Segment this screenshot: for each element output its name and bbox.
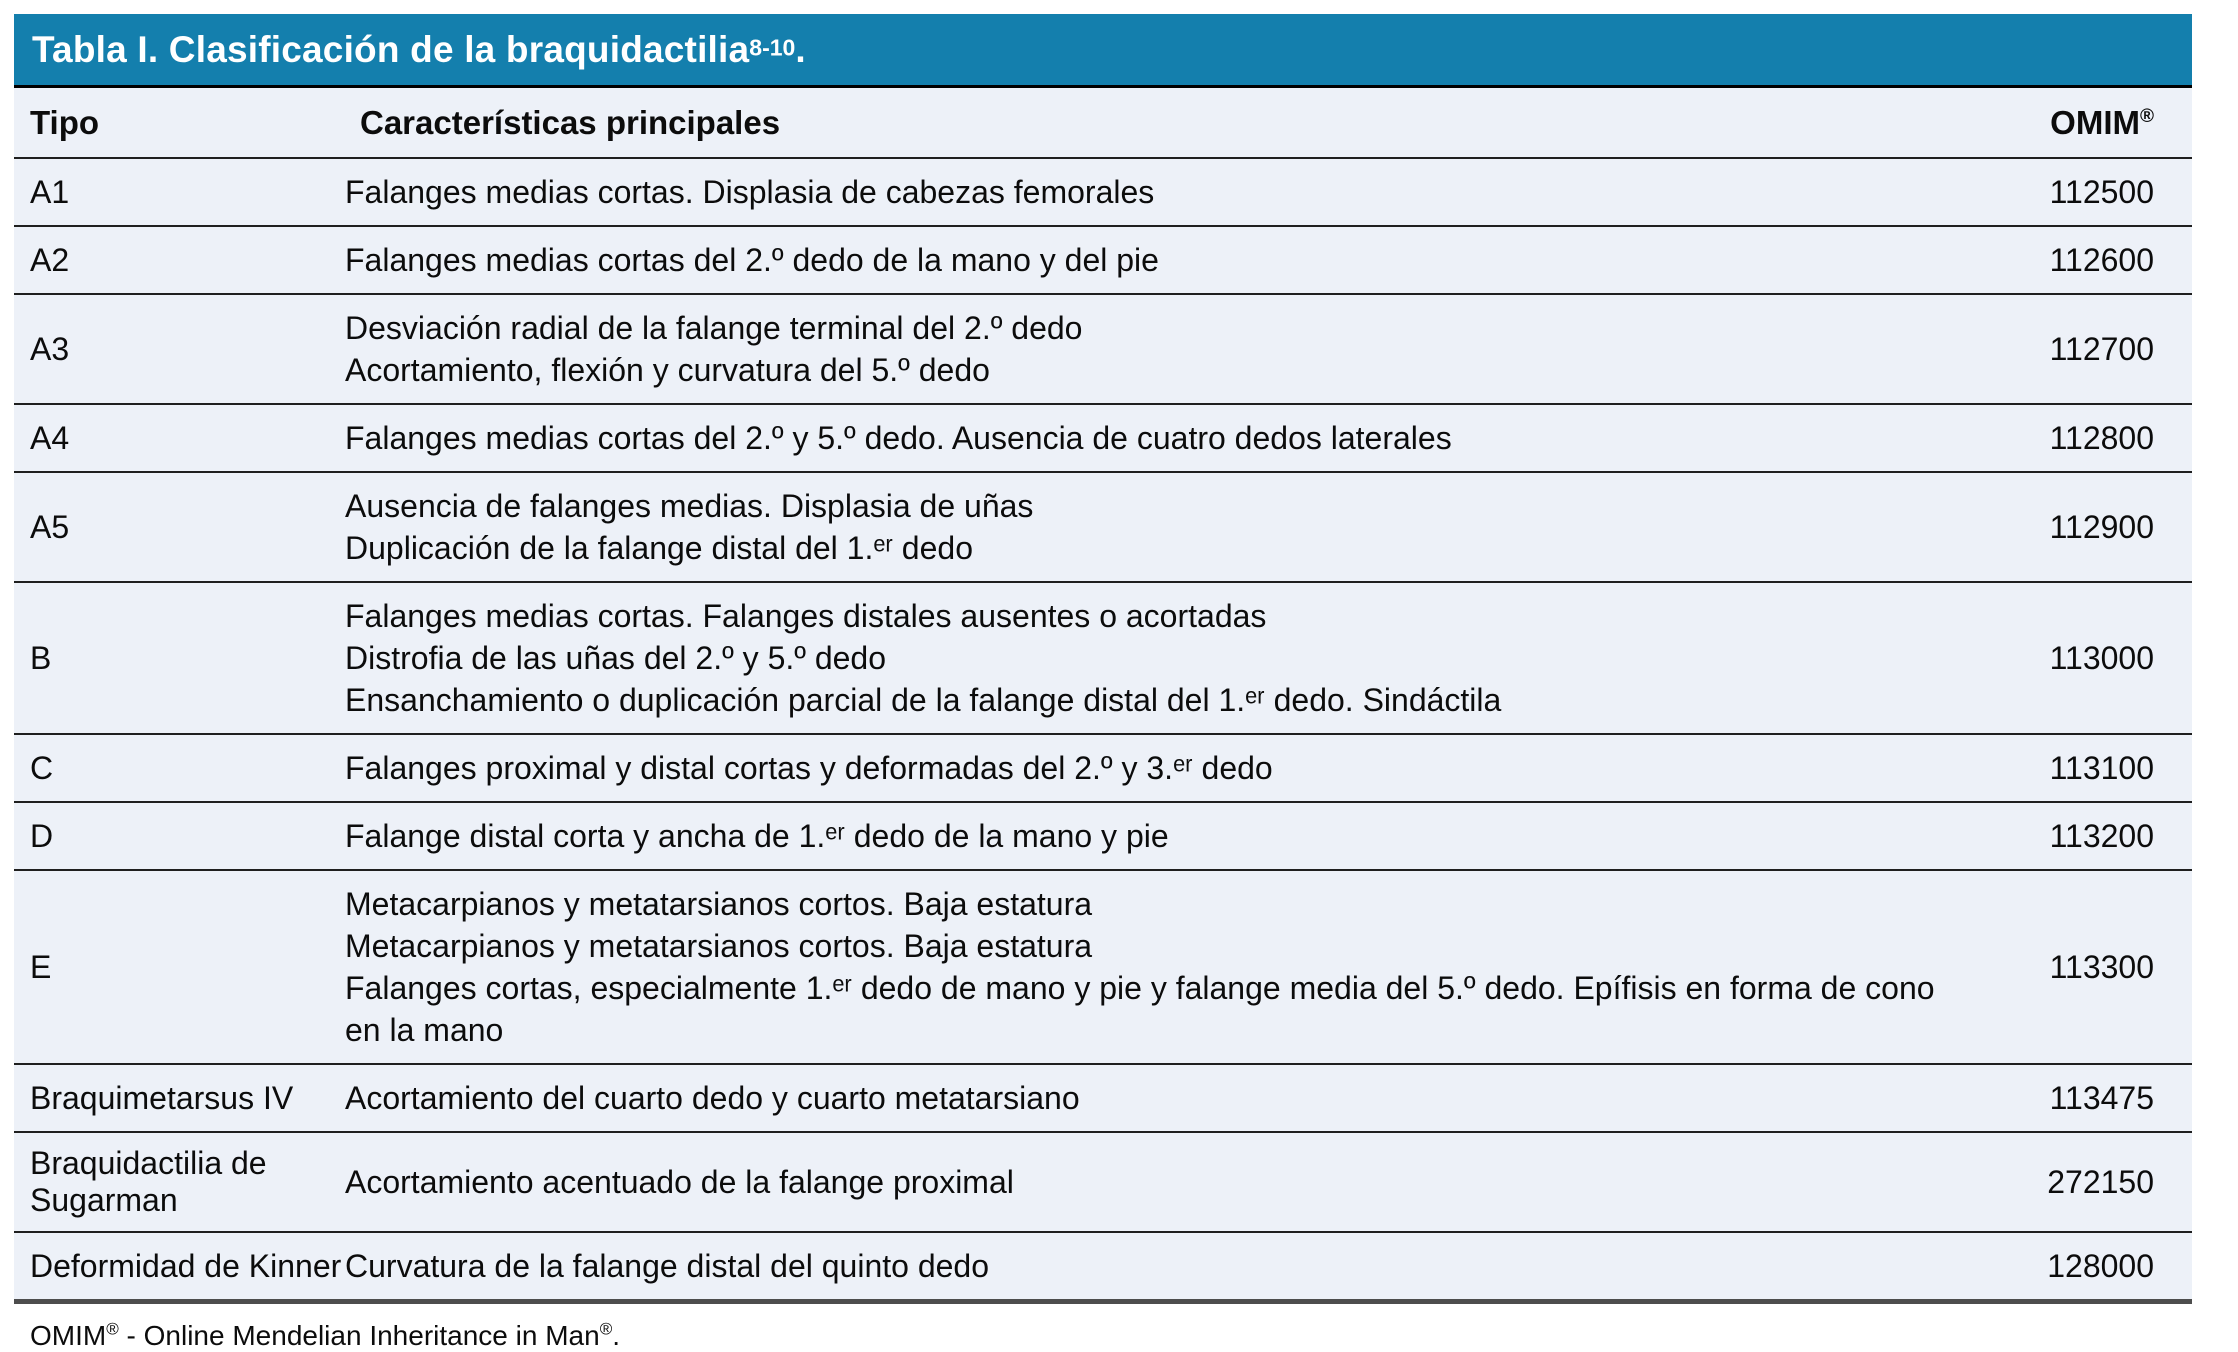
- footnote: OMIM® - Online Mendelian Inheritance in …: [14, 1304, 2192, 1352]
- cell-caracteristicas: Acortamiento del cuarto dedo y cuarto me…: [344, 1064, 1967, 1132]
- table-row: Braquidactilia de Sugarman Acortamiento …: [14, 1132, 2192, 1232]
- table-title-bar: Tabla I. Clasificación de la braquidacti…: [14, 14, 2192, 88]
- cell-omim: 128000: [1967, 1232, 2192, 1302]
- table-title-period: .: [795, 28, 806, 70]
- caracteristica-line: Falanges medias cortas. Displasia de cab…: [345, 174, 1155, 210]
- classification-table: Tipo Características principales OMIM® A…: [14, 88, 2192, 1304]
- table-row: C Falanges proximal y distal cortas y de…: [14, 734, 2192, 802]
- table-row: A4 Falanges medias cortas del 2.º y 5.º …: [14, 404, 2192, 472]
- cell-omim: 112500: [1967, 158, 2192, 226]
- table-title: Tabla I. Clasificación de la braquidacti…: [32, 29, 806, 71]
- cell-tipo: A2: [14, 226, 344, 294]
- caracteristica-line: Duplicación de la falange distal del 1.ᵉ…: [345, 530, 973, 566]
- caracteristica-line: Metacarpianos y metatarsianos cortos. Ba…: [345, 928, 1093, 964]
- cell-tipo: C: [14, 734, 344, 802]
- table-row: E Metacarpianos y metatarsianos cortos. …: [14, 870, 2192, 1064]
- caracteristica-line: Distrofia de las uñas del 2.º y 5.º dedo: [345, 640, 887, 676]
- cell-caracteristicas: Falanges medias cortas del 2.º y 5.º ded…: [344, 404, 1967, 472]
- cell-caracteristicas: Metacarpianos y metatarsianos cortos. Ba…: [344, 870, 1967, 1064]
- footnote-period: .: [612, 1320, 620, 1351]
- cell-caracteristicas: Falanges medias cortas. Displasia de cab…: [344, 158, 1967, 226]
- table-row: D Falange distal corta y ancha de 1.ᵉʳ d…: [14, 802, 2192, 870]
- caracteristica-line: Falanges medias cortas del 2.º y 5.º ded…: [345, 420, 1452, 456]
- cell-tipo: Deformidad de Kinner: [14, 1232, 344, 1302]
- footnote-text: - Online Mendelian Inheritance in Man: [118, 1320, 600, 1351]
- caracteristica-line: Falanges medias cortas. Falanges distale…: [345, 598, 1267, 634]
- caracteristica-line: Falange distal corta y ancha de 1.ᵉʳ ded…: [345, 818, 1169, 854]
- caracteristica-line: Curvatura de la falange distal del quint…: [345, 1248, 989, 1284]
- table-row: A2 Falanges medias cortas del 2.º dedo d…: [14, 226, 2192, 294]
- table-row: A1 Falanges medias cortas. Displasia de …: [14, 158, 2192, 226]
- table-title-text: Tabla I. Clasificación de la braquidacti…: [32, 28, 750, 70]
- cell-tipo: D: [14, 802, 344, 870]
- cell-omim: 113475: [1967, 1064, 2192, 1132]
- caracteristica-line: Acortamiento del cuarto dedo y cuarto me…: [345, 1080, 1080, 1116]
- caracteristica-line: Falanges proximal y distal cortas y defo…: [345, 750, 1273, 786]
- caracteristica-line: Ausencia de falanges medias. Displasia d…: [345, 488, 1034, 524]
- caracteristica-line: Acortamiento acentuado de la falange pro…: [345, 1164, 1014, 1200]
- column-header-omim: OMIM®: [1967, 88, 2192, 158]
- cell-caracteristicas: Falanges medias cortas del 2.º dedo de l…: [344, 226, 1967, 294]
- cell-omim: 112900: [1967, 472, 2192, 582]
- table-row: A5 Ausencia de falanges medias. Displasi…: [14, 472, 2192, 582]
- table-body: A1 Falanges medias cortas. Displasia de …: [14, 158, 2192, 1302]
- header-row: Tipo Características principales OMIM®: [14, 88, 2192, 158]
- column-header-tipo: Tipo: [14, 88, 344, 158]
- table-row: Braquimetarsus IV Acortamiento del cuart…: [14, 1064, 2192, 1132]
- cell-omim: 112800: [1967, 404, 2192, 472]
- caracteristica-line: Desviación radial de la falange terminal…: [345, 310, 1083, 346]
- caracteristica-line: Acortamiento, flexión y curvatura del 5.…: [345, 352, 990, 388]
- cell-tipo: Braquimetarsus IV: [14, 1064, 344, 1132]
- cell-omim: 113100: [1967, 734, 2192, 802]
- table-row: B Falanges medias cortas. Falanges dista…: [14, 582, 2192, 734]
- footnote-registered-mark-2: ®: [599, 1319, 613, 1339]
- table-header: Tipo Características principales OMIM®: [14, 88, 2192, 158]
- cell-caracteristicas: Acortamiento acentuado de la falange pro…: [344, 1132, 1967, 1232]
- cell-tipo: A1: [14, 158, 344, 226]
- cell-caracteristicas: Falanges proximal y distal cortas y defo…: [344, 734, 1967, 802]
- cell-tipo: A3: [14, 294, 344, 404]
- caracteristica-line: Metacarpianos y metatarsianos cortos. Ba…: [345, 886, 1093, 922]
- column-header-caracteristicas: Características principales: [344, 88, 1967, 158]
- cell-tipo: B: [14, 582, 344, 734]
- cell-omim: 113300: [1967, 870, 2192, 1064]
- cell-caracteristicas: Curvatura de la falange distal del quint…: [344, 1232, 1967, 1302]
- cell-tipo: Braquidactilia de Sugarman: [14, 1132, 344, 1232]
- footnote-omim-label: OMIM: [30, 1320, 107, 1351]
- table-row: A3 Desviación radial de la falange termi…: [14, 294, 2192, 404]
- caracteristica-line: Falanges medias cortas del 2.º dedo de l…: [345, 242, 1159, 278]
- cell-caracteristicas: Falange distal corta y ancha de 1.ᵉʳ ded…: [344, 802, 1967, 870]
- table-row: Deformidad de Kinner Curvatura de la fal…: [14, 1232, 2192, 1302]
- cell-caracteristicas: Falanges medias cortas. Falanges distale…: [344, 582, 1967, 734]
- cell-omim: 113000: [1967, 582, 2192, 734]
- omim-header-label: OMIM: [2050, 104, 2140, 141]
- footnote-registered-mark-1: ®: [106, 1319, 119, 1339]
- cell-caracteristicas: Ausencia de falanges medias. Displasia d…: [344, 472, 1967, 582]
- omim-registered-mark: ®: [2140, 106, 2154, 127]
- cell-tipo: A5: [14, 472, 344, 582]
- caracteristica-line: Ensanchamiento o duplicación parcial de …: [345, 682, 1502, 718]
- cell-tipo: E: [14, 870, 344, 1064]
- cell-caracteristicas: Desviación radial de la falange terminal…: [344, 294, 1967, 404]
- cell-tipo: A4: [14, 404, 344, 472]
- cell-omim: 112600: [1967, 226, 2192, 294]
- cell-omim: 272150: [1967, 1132, 2192, 1232]
- title-citation-superscript: 8-10: [749, 34, 796, 61]
- cell-omim: 112700: [1967, 294, 2192, 404]
- cell-omim: 113200: [1967, 802, 2192, 870]
- caracteristica-line: Falanges cortas, especialmente 1.ᵉʳ dedo…: [345, 970, 1935, 1048]
